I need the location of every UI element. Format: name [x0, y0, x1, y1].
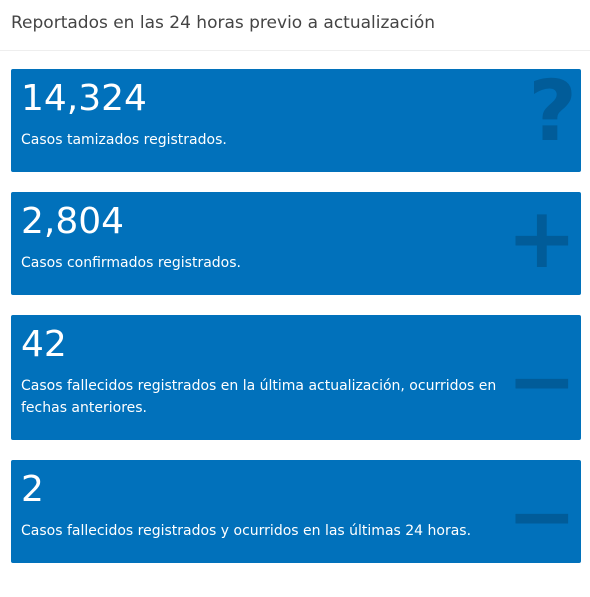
stat-value: 2: [21, 469, 44, 510]
stat-card: +2,804 Casos confirmados registrados.: [11, 192, 581, 295]
header-title: Reportados en las 24 horas previo a actu…: [0, 0, 590, 51]
card-icon: −: [506, 467, 577, 563]
stat-label: Casos confirmados registrados.: [21, 255, 241, 271]
stat-value: 2,804: [21, 201, 125, 242]
stat-label: Casos fallecidos registrados y ocurridos…: [21, 523, 472, 539]
card-icon: ?: [528, 69, 577, 160]
card-icon: +: [506, 192, 577, 287]
stat-label: Casos fallecidos registrados en la últim…: [21, 378, 497, 416]
stat-value: 14,324: [21, 78, 147, 119]
stat-label: Casos tamizados registrados.: [21, 132, 227, 148]
stat-value: 42: [21, 324, 67, 365]
stat-card: ? 14,324 Casos tamizados registrados.: [11, 69, 581, 172]
stat-card: − 42 Casos fallecidos registrados en la úl…: [11, 315, 581, 440]
stat-card: − 2 Casos fallecidos registrados y ocurrid…: [11, 460, 581, 563]
card-icon: −: [506, 332, 577, 430]
